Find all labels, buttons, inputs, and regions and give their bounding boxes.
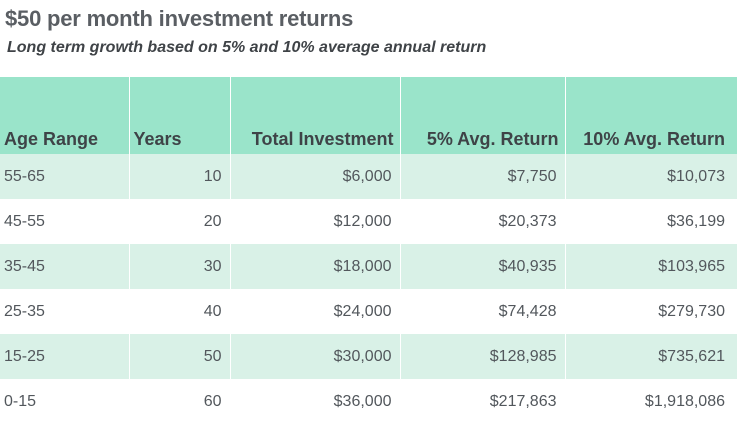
returns-table: Age Range Years Total Investment 5% Avg.… (0, 77, 737, 424)
header-5pct-return: 5% Avg. Return (400, 77, 566, 154)
table-row: 15-25 50 $30,000 $128,985 $735,621 (0, 334, 737, 379)
cell-age-range: 55-65 (0, 154, 130, 199)
cell-10pct-return: $735,621 (565, 334, 737, 379)
table-row: 35-45 30 $18,000 $40,935 $103,965 (0, 244, 737, 289)
cell-years: 30 (129, 244, 231, 289)
page-subtitle: Long term growth based on 5% and 10% ave… (7, 39, 487, 56)
table-row: 0-15 60 $36,000 $217,863 $1,918,086 (0, 379, 737, 424)
cell-age-range: 25-35 (0, 289, 130, 334)
cell-total-investment: $12,000 (230, 199, 401, 244)
header-row: Age Range Years Total Investment 5% Avg.… (0, 77, 737, 154)
header-10pct-return: 10% Avg. Return (565, 77, 737, 154)
cell-total-investment: $18,000 (230, 244, 401, 289)
cell-5pct-return: $20,373 (400, 199, 566, 244)
cell-5pct-return: $40,935 (400, 244, 566, 289)
cell-age-range: 15-25 (0, 334, 130, 379)
cell-years: 20 (129, 199, 231, 244)
cell-years: 50 (129, 334, 231, 379)
cell-total-investment: $30,000 (230, 334, 401, 379)
cell-10pct-return: $279,730 (565, 289, 737, 334)
cell-years: 60 (129, 379, 231, 424)
cell-10pct-return: $36,199 (565, 199, 737, 244)
cell-years: 40 (129, 289, 231, 334)
cell-total-investment: $6,000 (230, 154, 401, 199)
cell-age-range: 35-45 (0, 244, 130, 289)
header-total-investment: Total Investment (230, 77, 401, 154)
table-header: Age Range Years Total Investment 5% Avg.… (0, 77, 737, 154)
table-row: 55-65 10 $6,000 $7,750 $10,073 (0, 154, 737, 199)
cell-age-range: 0-15 (0, 379, 130, 424)
cell-10pct-return: $1,918,086 (565, 379, 737, 424)
cell-5pct-return: $74,428 (400, 289, 566, 334)
table-row: 45-55 20 $12,000 $20,373 $36,199 (0, 199, 737, 244)
header-years: Years (129, 77, 231, 154)
cell-5pct-return: $217,863 (400, 379, 566, 424)
cell-age-range: 45-55 (0, 199, 130, 244)
cell-years: 10 (129, 154, 231, 199)
page-title: $50 per month investment returns (5, 6, 354, 31)
cell-total-investment: $24,000 (230, 289, 401, 334)
table-body: 55-65 10 $6,000 $7,750 $10,073 45-55 20 … (0, 154, 737, 424)
cell-10pct-return: $10,073 (565, 154, 737, 199)
cell-10pct-return: $103,965 (565, 244, 737, 289)
cell-total-investment: $36,000 (230, 379, 401, 424)
table-row: 25-35 40 $24,000 $74,428 $279,730 (0, 289, 737, 334)
cell-5pct-return: $128,985 (400, 334, 566, 379)
header-age-range: Age Range (0, 77, 130, 154)
cell-5pct-return: $7,750 (400, 154, 566, 199)
